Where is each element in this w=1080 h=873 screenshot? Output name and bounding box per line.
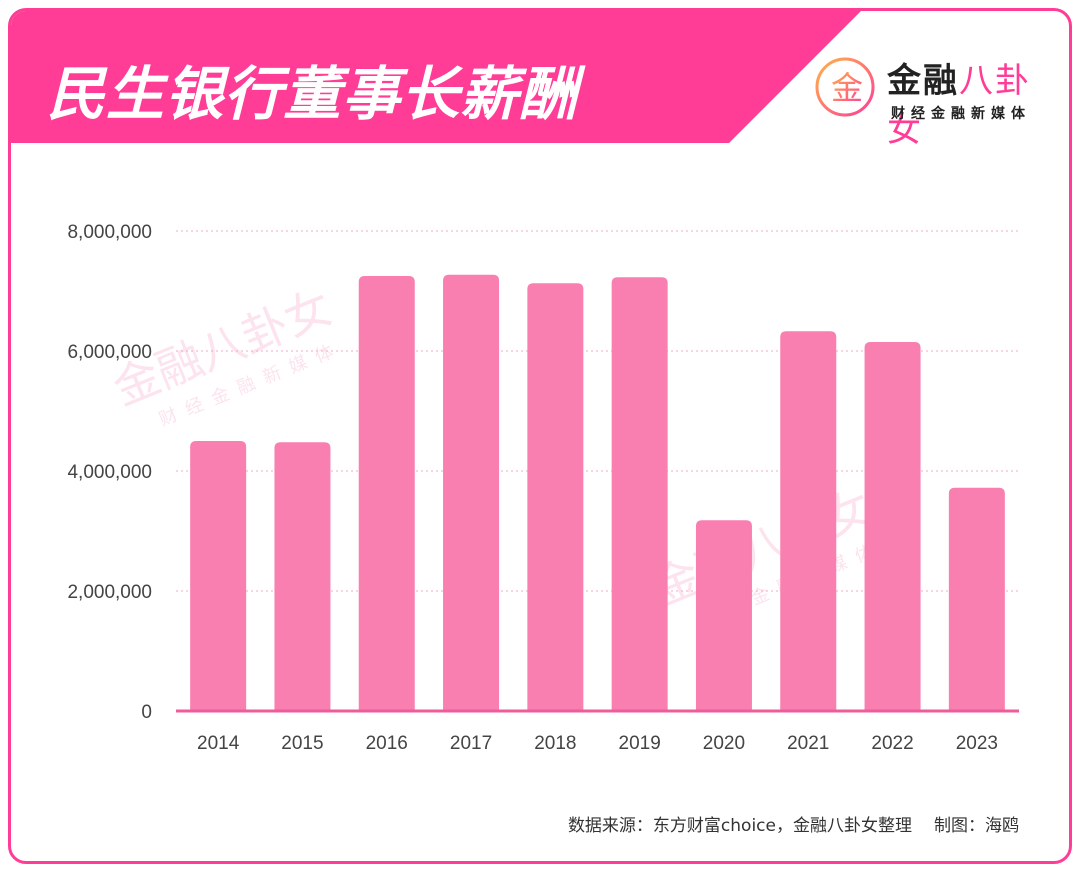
y-tick-label: 2,000,000 bbox=[67, 582, 152, 603]
chart-frame: 民生银行董事长薪酬 金 金融八卦女 财经金融新媒体 金融八卦女 财经金融新媒体 … bbox=[8, 8, 1072, 864]
bar bbox=[190, 441, 247, 711]
brand-subtitle: 财经金融新媒体 bbox=[891, 106, 1031, 122]
brand-logo: 金 金融八卦女 财经金融新媒体 bbox=[811, 45, 1051, 150]
y-tick-label: 4,000,000 bbox=[67, 462, 152, 483]
logo-emblem-icon: 金 bbox=[815, 57, 875, 117]
x-tick-label: 2014 bbox=[197, 733, 240, 754]
bar bbox=[527, 283, 584, 711]
brand-name: 金融八卦女 bbox=[887, 53, 1051, 151]
y-tick-label: 6,000,000 bbox=[67, 342, 152, 363]
source-note: 数据来源：东方财富choice，金融八卦女整理 制图：海鸥 bbox=[568, 811, 1019, 836]
header-band bbox=[11, 11, 861, 143]
x-tick-label: 2017 bbox=[450, 733, 492, 754]
bar bbox=[780, 331, 837, 711]
page-title: 民生银行董事长薪酬 bbox=[47, 60, 579, 128]
y-tick-label: 0 bbox=[141, 702, 152, 723]
brand-name-part2: 八卦女 bbox=[887, 61, 1031, 150]
bar bbox=[443, 274, 500, 711]
bar bbox=[611, 277, 668, 711]
x-tick-label: 2018 bbox=[534, 733, 576, 754]
bar bbox=[695, 520, 752, 711]
source-text: 数据来源：东方财富choice，金融八卦女整理 bbox=[567, 816, 912, 836]
x-tick-label: 2016 bbox=[366, 733, 408, 754]
bar bbox=[358, 276, 415, 711]
x-tick-label: 2021 bbox=[787, 733, 829, 754]
bar bbox=[948, 487, 1005, 711]
bar bbox=[274, 442, 331, 711]
bar bbox=[864, 342, 921, 711]
author-text: 制图：海鸥 bbox=[934, 816, 1019, 836]
x-tick-label: 2015 bbox=[281, 733, 323, 754]
x-tick-label: 2019 bbox=[619, 733, 661, 754]
y-tick-label: 8,000,000 bbox=[67, 222, 152, 243]
brand-name-part1: 金融 bbox=[887, 61, 959, 101]
x-tick-label: 2023 bbox=[956, 733, 998, 754]
logo-glyph: 金 bbox=[831, 69, 863, 107]
x-tick-label: 2022 bbox=[871, 733, 913, 754]
bar-chart: 0 2,000,000 4,000,000 6,000,000 8,000,000 201… bbox=[67, 222, 1019, 754]
x-tick-label: 2020 bbox=[703, 733, 745, 754]
